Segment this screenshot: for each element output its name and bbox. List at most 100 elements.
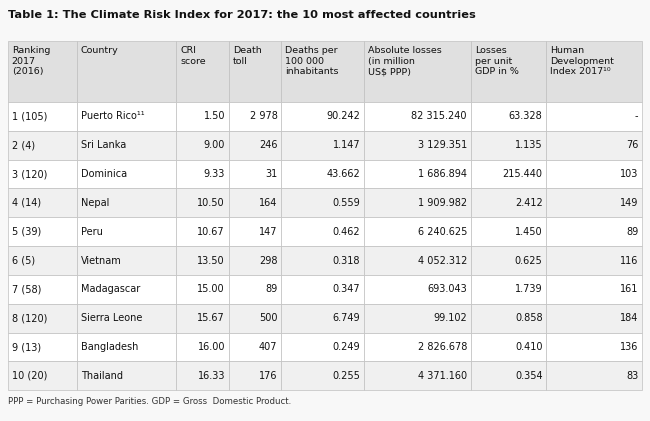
Text: Peru: Peru — [81, 227, 103, 237]
Bar — [471, 333, 547, 362]
Text: 15.67: 15.67 — [197, 313, 225, 323]
Text: Nepal: Nepal — [81, 198, 109, 208]
Bar — [281, 275, 364, 304]
Bar — [8, 246, 77, 275]
Text: 500: 500 — [259, 313, 278, 323]
Bar — [471, 102, 547, 131]
Bar — [77, 362, 176, 390]
Text: 0.858: 0.858 — [515, 313, 543, 323]
Text: 0.249: 0.249 — [333, 342, 360, 352]
Bar — [281, 246, 364, 275]
Bar — [77, 160, 176, 189]
Text: 83: 83 — [626, 371, 638, 381]
Text: Absolute losses
(in million
US$ PPP): Absolute losses (in million US$ PPP) — [368, 46, 442, 76]
Bar — [364, 304, 471, 333]
Text: 2 978: 2 978 — [250, 112, 278, 121]
Text: Dominica: Dominica — [81, 169, 127, 179]
Bar — [547, 41, 642, 102]
Text: 246: 246 — [259, 140, 278, 150]
Text: 1 909.982: 1 909.982 — [418, 198, 467, 208]
Text: 136: 136 — [620, 342, 638, 352]
Text: 407: 407 — [259, 342, 278, 352]
Bar — [229, 160, 281, 189]
Bar — [547, 160, 642, 189]
Text: 164: 164 — [259, 198, 278, 208]
Bar — [471, 41, 547, 102]
Text: 184: 184 — [620, 313, 638, 323]
Text: 76: 76 — [626, 140, 638, 150]
Text: 1.450: 1.450 — [515, 227, 543, 237]
Bar — [77, 275, 176, 304]
Bar — [77, 102, 176, 131]
Bar — [471, 189, 547, 217]
Text: CRI
score: CRI score — [180, 46, 206, 66]
Bar — [8, 217, 77, 246]
Text: 10.50: 10.50 — [198, 198, 225, 208]
Text: 116: 116 — [620, 256, 638, 266]
Text: 1 686.894: 1 686.894 — [418, 169, 467, 179]
Text: 6.749: 6.749 — [333, 313, 360, 323]
Text: 2.412: 2.412 — [515, 198, 543, 208]
Bar — [281, 333, 364, 362]
Text: Losses
per unit
GDP in %: Losses per unit GDP in % — [474, 46, 519, 76]
Bar — [229, 304, 281, 333]
Text: 4 371.160: 4 371.160 — [418, 371, 467, 381]
Text: 1.739: 1.739 — [515, 284, 543, 294]
Text: Sierra Leone: Sierra Leone — [81, 313, 142, 323]
Text: 0.462: 0.462 — [333, 227, 360, 237]
Text: 6 240.625: 6 240.625 — [417, 227, 467, 237]
Bar — [547, 362, 642, 390]
Bar — [8, 102, 77, 131]
Text: 215.440: 215.440 — [502, 169, 543, 179]
Bar — [176, 160, 229, 189]
Bar — [281, 362, 364, 390]
Bar — [77, 333, 176, 362]
Bar — [77, 189, 176, 217]
Text: Deaths per
100 000
inhabitants: Deaths per 100 000 inhabitants — [285, 46, 339, 76]
Text: Madagascar: Madagascar — [81, 284, 140, 294]
Bar — [547, 131, 642, 160]
Bar — [547, 246, 642, 275]
Bar — [8, 333, 77, 362]
Bar — [8, 160, 77, 189]
Bar — [364, 131, 471, 160]
Bar — [364, 217, 471, 246]
Bar — [176, 304, 229, 333]
Text: 7 (58): 7 (58) — [12, 284, 41, 294]
Bar — [364, 41, 471, 102]
Text: 6 (5): 6 (5) — [12, 256, 35, 266]
Bar — [547, 102, 642, 131]
Bar — [229, 131, 281, 160]
Text: Thailand: Thailand — [81, 371, 123, 381]
Bar — [364, 189, 471, 217]
Bar — [176, 246, 229, 275]
Bar — [176, 333, 229, 362]
Bar — [281, 189, 364, 217]
Text: 3 129.351: 3 129.351 — [418, 140, 467, 150]
Text: 176: 176 — [259, 371, 278, 381]
Bar — [176, 217, 229, 246]
Bar — [8, 41, 77, 102]
Bar — [364, 246, 471, 275]
Text: 1.147: 1.147 — [333, 140, 360, 150]
Bar — [8, 362, 77, 390]
Bar — [364, 275, 471, 304]
Bar — [176, 275, 229, 304]
Text: PPP = Purchasing Power Parities. GDP = Gross  Domestic Product.: PPP = Purchasing Power Parities. GDP = G… — [8, 397, 291, 406]
Text: 4 052.312: 4 052.312 — [417, 256, 467, 266]
Bar — [547, 304, 642, 333]
Text: Bangladesh: Bangladesh — [81, 342, 138, 352]
Bar — [77, 41, 176, 102]
Text: 147: 147 — [259, 227, 278, 237]
Text: 31: 31 — [265, 169, 278, 179]
Bar — [229, 189, 281, 217]
Text: 63.328: 63.328 — [509, 112, 543, 121]
Text: 2 (4): 2 (4) — [12, 140, 35, 150]
Text: 1.135: 1.135 — [515, 140, 543, 150]
Text: 0.347: 0.347 — [333, 284, 360, 294]
Bar — [471, 304, 547, 333]
Bar — [77, 304, 176, 333]
Text: 89: 89 — [265, 284, 278, 294]
Bar — [547, 189, 642, 217]
Text: 10.67: 10.67 — [198, 227, 225, 237]
